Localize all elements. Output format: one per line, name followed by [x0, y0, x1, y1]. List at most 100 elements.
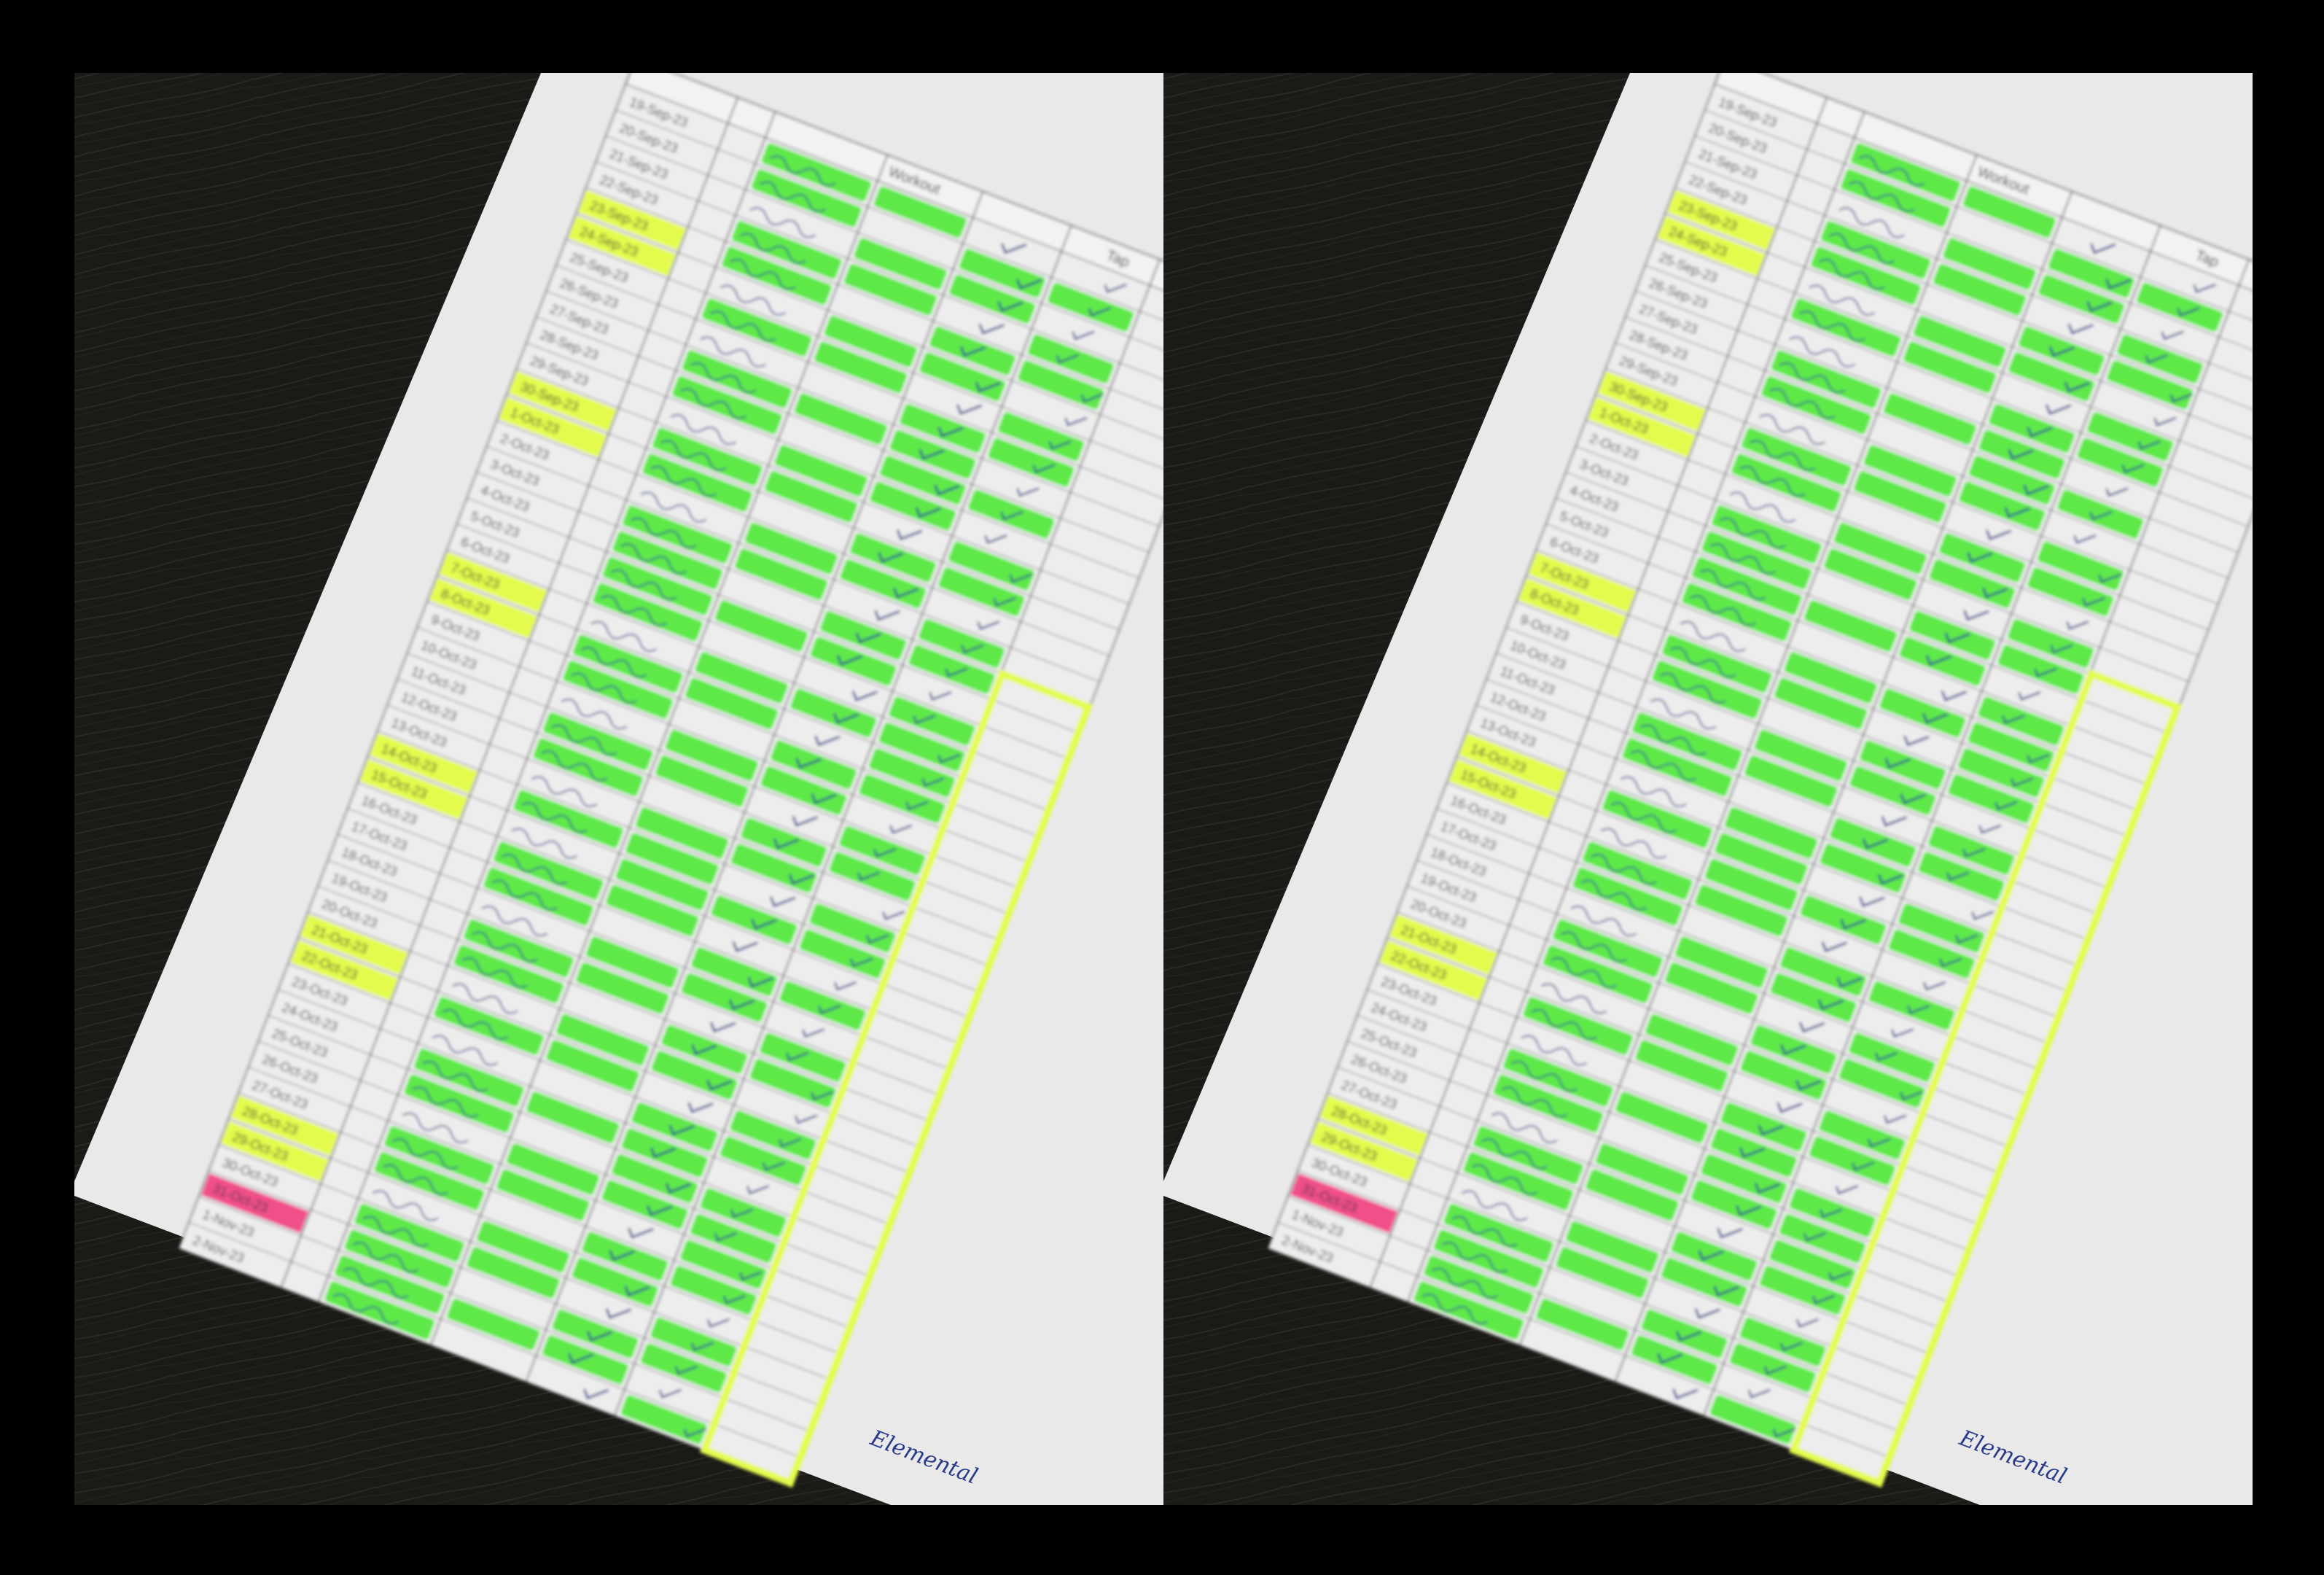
green-highlight: [1899, 637, 1986, 686]
green-highlight: [730, 844, 817, 893]
table-row: 25-Sep-23: [555, 238, 1163, 501]
tick-mark: [751, 919, 777, 930]
tick-mark: [2169, 393, 2193, 403]
green-highlight: [949, 274, 1036, 324]
tick-mark: [857, 871, 881, 882]
tick-mark: [1863, 838, 1889, 849]
green-highlight: [810, 637, 897, 686]
tick-mark: [934, 484, 960, 496]
tick-mark: [1056, 354, 1079, 364]
table-row: 14-Oct-23: [367, 730, 991, 993]
handwriting-scribble: [610, 569, 677, 601]
tick-mark: [850, 957, 873, 968]
green-highlight: [665, 729, 759, 782]
handwriting-scribble: [1510, 1060, 1578, 1092]
column-divider: [525, 191, 983, 1382]
green-highlight: [1744, 755, 1838, 807]
tick-mark: [2027, 754, 2050, 763]
tick-mark: [2034, 668, 2057, 677]
tick-mark: [855, 632, 881, 644]
green-highlight: [1631, 1335, 1717, 1385]
green-highlight: [1565, 1221, 1659, 1273]
handwriting-scribble: [332, 1294, 399, 1325]
tick-mark: [874, 610, 900, 621]
green-highlight: [1739, 1317, 1826, 1367]
tick-mark: [1878, 874, 1904, 885]
tick-mark: [1859, 896, 1885, 908]
green-highlight: [1595, 1143, 1689, 1195]
tick-mark: [684, 1428, 706, 1438]
green-highlight: [631, 1102, 718, 1152]
photo-svg-left: WorkoutTap19-Sep-2320-Sep-2321-Sep-2322-…: [74, 73, 1163, 1505]
green-highlight: [670, 1265, 757, 1315]
table-row: 23-Sep-23: [575, 187, 1163, 450]
table-row: 9-Oct-23: [1505, 601, 2129, 863]
tick-mark: [1048, 440, 1072, 450]
green-highlight: [2057, 489, 2144, 539]
tick-mark: [587, 1331, 613, 1342]
date-highlight: [508, 371, 617, 432]
handwriting-scribble: [531, 776, 598, 807]
tick-mark: [937, 754, 961, 763]
tick-mark: [1836, 1185, 1859, 1195]
handwriting-scribble: [362, 1216, 429, 1247]
green-highlight: [1888, 929, 1975, 979]
green-highlight: [1645, 1014, 1739, 1066]
green-highlight: [779, 981, 866, 1030]
green-highlight: [447, 1298, 540, 1350]
handwriting-scribble: [541, 750, 607, 782]
table-row: 15-Oct-23: [1446, 756, 2070, 1019]
green-highlight: [1770, 973, 1857, 1022]
green-highlight: [2087, 412, 2174, 462]
handwriting-scribble: [1819, 259, 1885, 290]
table-row: 29-Oct-23: [1307, 1118, 1931, 1381]
green-highlight: [794, 393, 888, 446]
tick-mark: [687, 1102, 714, 1113]
green-highlight: [2008, 618, 2094, 669]
tick-mark: [691, 1044, 717, 1056]
tick-mark: [997, 301, 1023, 312]
tick-mark: [1962, 848, 1986, 858]
handwriting-scribble: [700, 336, 766, 368]
date-highlight: [1588, 397, 1696, 457]
photo-svg-right: WorkoutTap19-Sep-2320-Sep-2321-Sep-2322-…: [1163, 73, 2253, 1505]
tick-mark: [1907, 1005, 1930, 1014]
tick-mark: [2027, 427, 2053, 438]
handwriting-scribble: [402, 1112, 469, 1143]
date-highlight: [1528, 552, 1637, 612]
green-highlight: [1849, 1032, 1935, 1082]
tick-mark: [1657, 1353, 1683, 1364]
handwriting-scribble: [451, 983, 518, 1014]
green-highlight: [1958, 748, 2045, 798]
tick-mark: [1884, 758, 1911, 769]
green-highlight: [820, 610, 907, 661]
green-highlight: [1948, 774, 2035, 824]
tick-mark: [1748, 1389, 1771, 1399]
green-highlight: [744, 522, 838, 575]
table-row: 26-Oct-23: [248, 1041, 872, 1303]
green-highlight: [1820, 844, 1906, 893]
table-row: 2-Nov-23: [1267, 1221, 1892, 1485]
green-highlight: [1800, 895, 1887, 945]
tick-mark: [961, 644, 984, 654]
tick-mark: [583, 1388, 609, 1400]
tick-mark: [2082, 597, 2105, 607]
green-highlight: [681, 973, 768, 1022]
tick-mark: [707, 1318, 730, 1328]
handwriting-scribble: [1640, 724, 1707, 755]
table-row: 17-Oct-23: [1426, 808, 2050, 1070]
tick-mark: [1891, 1028, 1914, 1038]
tick-mark: [668, 1124, 695, 1136]
handwriting-scribble: [670, 413, 737, 446]
tick-mark: [1955, 934, 1978, 944]
tick-mark: [960, 346, 986, 357]
tick-mark: [1926, 655, 1952, 666]
tick-mark: [893, 587, 919, 599]
green-highlight: [546, 1040, 639, 1092]
tick-mark: [2098, 574, 2121, 583]
handwriting-scribble: [650, 465, 717, 497]
date-highlight: [200, 1172, 309, 1234]
green-highlight: [749, 1058, 836, 1108]
handwriting-scribble: [442, 1008, 508, 1041]
tick-mark: [1780, 1044, 1806, 1056]
